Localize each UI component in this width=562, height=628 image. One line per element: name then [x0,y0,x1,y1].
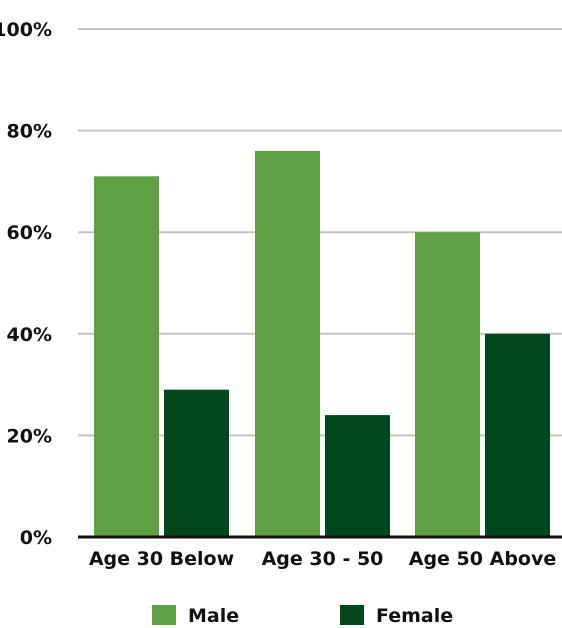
y-tick-label: 100% [0,19,52,41]
legend: Male Female [152,605,453,627]
bar-male-2 [255,150,320,538]
y-tick-label: 20% [7,425,52,447]
legend-label-female: Female [376,605,453,627]
legend-swatch-female [340,605,364,625]
x-tick-label: Age 30 Below [89,548,234,570]
y-axis-ticks: 0% 20% 40% 60% 80% 100% [0,19,52,549]
bar-female-2 [325,415,390,537]
bar-female-1 [164,389,229,537]
y-tick-label: 0% [20,527,52,549]
y-tick-label: 40% [7,324,52,346]
x-tick-label: Age 30 - 50 [262,548,384,570]
legend-swatch-male [152,605,176,625]
y-tick-label: 80% [7,121,52,143]
bar-male-3 [415,232,480,537]
bars [94,150,550,538]
bar-male-1 [94,176,159,537]
y-tick-label: 60% [7,222,52,244]
legend-label-male: Male [188,605,239,627]
x-axis-ticks: Age 30 Below Age 30 - 50 Age 50 Above [89,548,556,570]
bar-female-3 [485,333,550,537]
x-tick-label: Age 50 Above [409,548,557,570]
